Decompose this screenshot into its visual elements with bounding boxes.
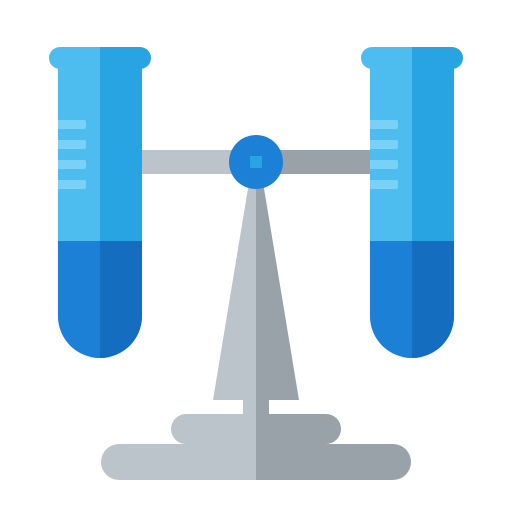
tube-tick (58, 160, 86, 169)
test-tube-right (370, 58, 454, 358)
tube-tick (58, 180, 86, 189)
tube-tick (370, 140, 398, 149)
stand-base-bottom (101, 444, 411, 480)
tube-body (58, 58, 142, 358)
stand-base-upper (171, 414, 341, 444)
stand-hub-hole (250, 156, 262, 168)
tube-rim (361, 47, 463, 69)
tube-rim (49, 47, 151, 69)
test-tube-stand-icon (0, 0, 512, 512)
tube-liquid (370, 241, 454, 358)
tube-tick (58, 140, 86, 149)
tube-tick (370, 180, 398, 189)
tube-tick (370, 120, 398, 129)
tube-tick (370, 160, 398, 169)
tube-liquid (58, 241, 142, 358)
stand-pillar-base (243, 400, 269, 414)
tube-tick (58, 120, 86, 129)
test-tube-left (58, 58, 142, 358)
tube-body (370, 58, 454, 358)
stand-hub (229, 135, 283, 189)
